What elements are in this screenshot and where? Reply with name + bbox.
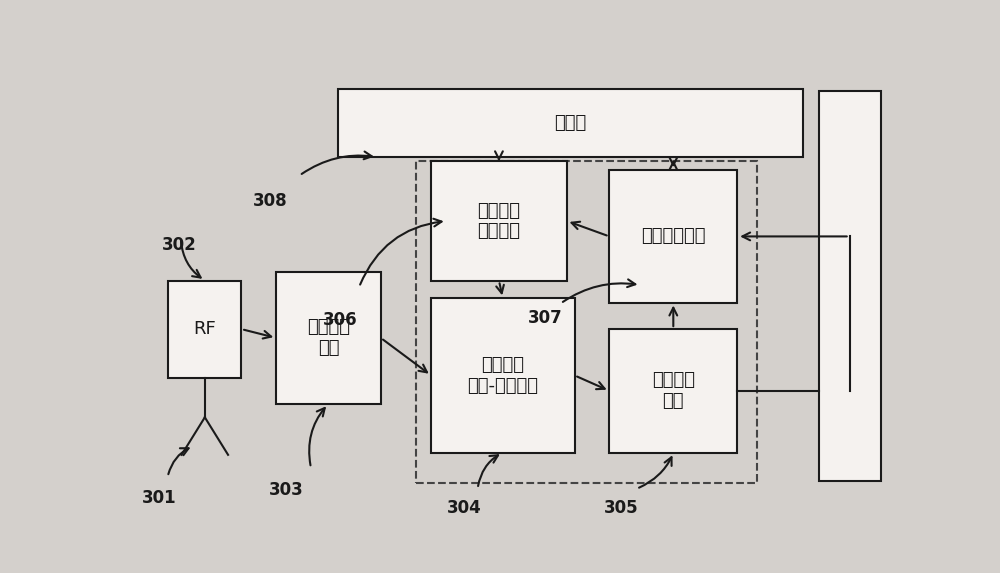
Bar — [338, 89, 803, 157]
Text: 308: 308 — [253, 193, 288, 210]
Bar — [819, 91, 881, 481]
Text: 307: 307 — [528, 309, 563, 327]
Text: 能量检测
模块: 能量检测 模块 — [652, 371, 695, 410]
Text: 305: 305 — [604, 499, 639, 517]
Bar — [276, 272, 381, 404]
Bar — [609, 329, 737, 453]
Text: 304: 304 — [447, 499, 481, 517]
Bar — [431, 162, 567, 281]
Bar — [431, 298, 574, 453]
Text: RF: RF — [193, 320, 216, 338]
Text: 306: 306 — [323, 312, 357, 329]
Text: 采样量化
模块: 采样量化 模块 — [307, 319, 350, 358]
Text: 处理器: 处理器 — [554, 114, 587, 132]
Bar — [416, 162, 757, 484]
Text: 捕获控制模块: 捕获控制模块 — [641, 227, 706, 245]
Bar — [168, 281, 241, 378]
Text: 时分相关
积分-清除模块: 时分相关 积分-清除模块 — [467, 356, 538, 395]
Text: 303: 303 — [268, 481, 303, 499]
Text: 301: 301 — [142, 489, 177, 507]
Text: 302: 302 — [162, 237, 197, 254]
Bar — [609, 170, 737, 303]
Text: 本地信号
产生模块: 本地信号 产生模块 — [477, 202, 520, 241]
